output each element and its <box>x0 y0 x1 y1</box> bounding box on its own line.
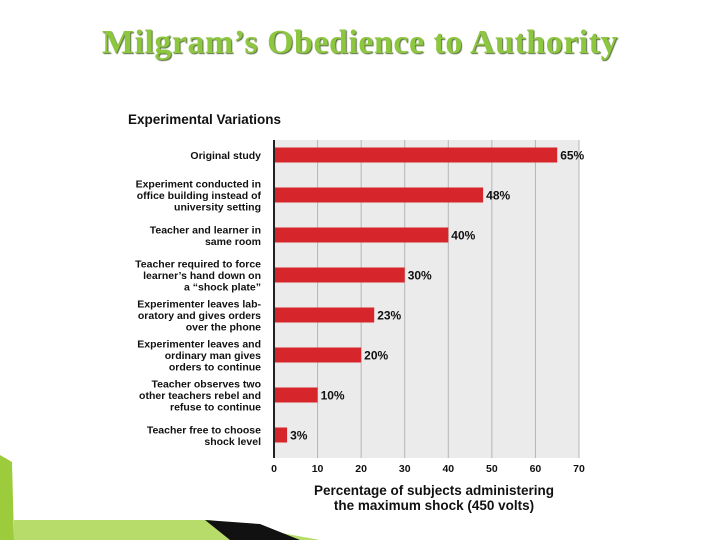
category-label-line: other teachers rebel and <box>139 390 261 402</box>
bar <box>275 307 375 323</box>
x-axis-label-line: Percentage of subjects administering <box>314 483 554 498</box>
chart-title: Experimental Variations <box>128 112 281 127</box>
category-label-line: Experiment conducted in <box>136 179 261 191</box>
bar <box>275 267 405 283</box>
value-label: 3% <box>290 429 308 443</box>
category-label: Experimenter leaves lab-oratory and give… <box>137 299 261 334</box>
left-green-swoosh <box>0 455 14 540</box>
x-axis-label: Percentage of subjects administering the … <box>314 483 554 513</box>
category-label-line: university setting <box>174 202 261 214</box>
category-label: Experimenter leaves and ordinary man give… <box>137 339 261 374</box>
category-label-line: over the phone <box>186 322 261 334</box>
category-label-line: ordinary man gives <box>165 350 261 362</box>
category-label-line: Experimenter leaves and <box>137 339 261 351</box>
category-label-line: same room <box>205 236 261 248</box>
category-label: Teacher observes two other teachers rebel… <box>139 379 261 414</box>
slide-title: Milgram’s Obedience to Authority <box>101 24 619 61</box>
category-label-line: Teacher required to force <box>135 259 261 271</box>
category-label-line: oratory and gives orders <box>138 310 261 322</box>
x-tick-label: 40 <box>442 463 454 475</box>
category-label-line: office building instead of <box>137 190 262 202</box>
bar <box>275 187 484 203</box>
bottom-black-swoosh <box>205 520 300 540</box>
category-label: Original study <box>190 150 261 162</box>
x-tick-label: 0 <box>271 463 277 475</box>
x-tick-label: 50 <box>486 463 498 475</box>
bar <box>275 227 449 243</box>
category-label-line: a “shock plate” <box>184 282 261 294</box>
category-label: Experiment conducted in office building i… <box>136 179 262 214</box>
value-label: 40% <box>451 229 475 243</box>
category-label-line: learner’s hand down on <box>143 270 261 282</box>
category-label-line: Teacher and learner in <box>150 224 261 236</box>
bar <box>275 427 288 443</box>
category-label: Teacher required to force learner’s hand … <box>135 259 261 294</box>
category-label-line: Teacher free to choose <box>147 424 261 436</box>
x-tick-label: 20 <box>355 463 367 475</box>
value-label: 48% <box>486 189 510 203</box>
value-label: 30% <box>408 269 432 283</box>
category-label: Teacher free to choose shock level <box>147 424 261 448</box>
x-tick-label: 70 <box>573 463 585 475</box>
x-axis-label-line: the maximum shock (450 volts) <box>334 498 534 513</box>
x-tick-label: 30 <box>399 463 411 475</box>
value-label: 10% <box>321 389 345 403</box>
category-label: Teacher and learner in same room <box>150 224 261 248</box>
value-label: 65% <box>560 149 584 163</box>
category-label-line: shock level <box>204 436 261 448</box>
x-tick-label: 10 <box>312 463 324 475</box>
category-label-line: refuse to continue <box>170 402 261 414</box>
value-label: 20% <box>364 349 388 363</box>
category-label-line: Teacher observes two <box>151 379 261 391</box>
category-label-line: Original study <box>190 150 261 162</box>
bar <box>275 347 362 363</box>
category-label-line: Experimenter leaves lab- <box>137 299 261 311</box>
category-label-line: orders to continue <box>169 362 261 374</box>
value-label: 23% <box>377 309 401 323</box>
x-tick-label: 60 <box>530 463 542 475</box>
bar <box>275 147 558 163</box>
bar <box>275 387 318 403</box>
